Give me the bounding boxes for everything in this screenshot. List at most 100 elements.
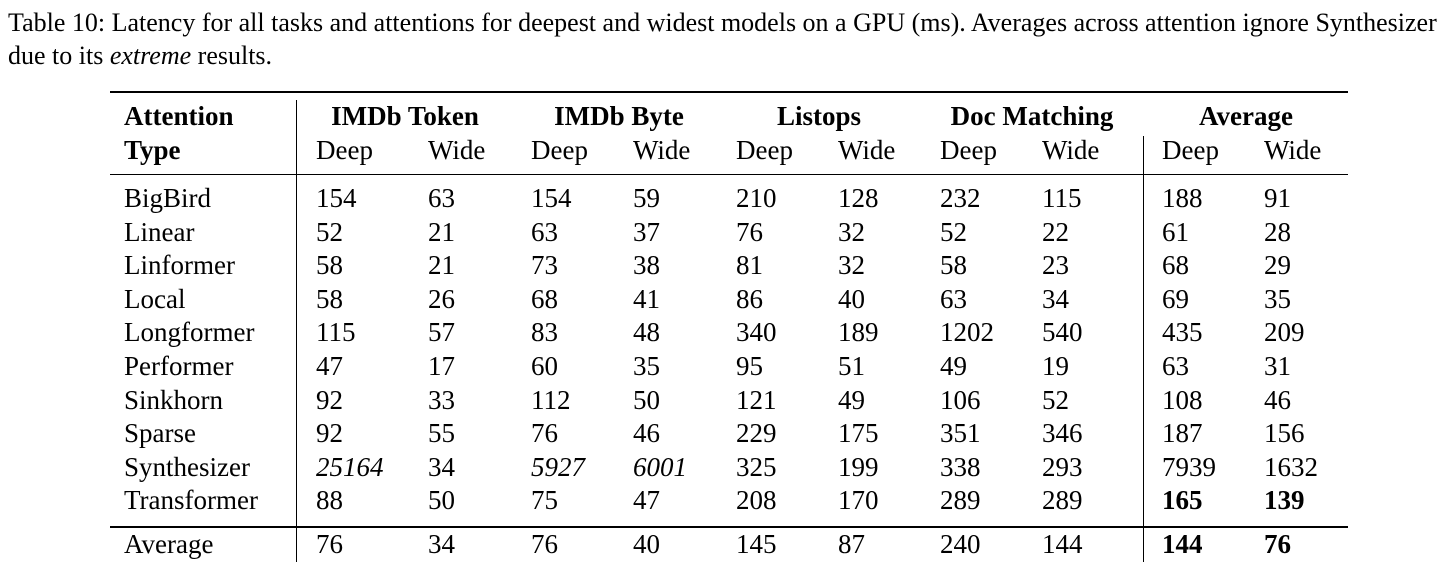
- table-cell: 63: [1162, 351, 1189, 381]
- table-cell: 40: [633, 529, 660, 559]
- table-cell: 115: [316, 317, 356, 347]
- row-label: Sparse: [124, 418, 196, 448]
- table-cell: 7939: [1162, 452, 1216, 482]
- table-cell: 92: [316, 385, 343, 415]
- table-cell: 340: [736, 317, 777, 347]
- table-cell: 86: [736, 284, 763, 314]
- table-cell: 63: [428, 183, 455, 213]
- table-cell: 29: [1264, 250, 1291, 280]
- table-cell: 435: [1162, 317, 1203, 347]
- table-cell: 1632: [1264, 452, 1318, 482]
- table-cell: 61: [1162, 217, 1189, 247]
- table-cell: 540: [1042, 317, 1083, 347]
- header-attention: Attention: [124, 101, 234, 131]
- table-cell: 208: [736, 485, 777, 515]
- table-cell: 49: [838, 385, 865, 415]
- table-cell: 69: [1162, 284, 1189, 314]
- table-cell: 49: [940, 351, 967, 381]
- header-type: Type: [124, 135, 181, 165]
- table-cell: 325: [736, 452, 777, 482]
- group-doc-matching: Doc Matching: [950, 101, 1114, 131]
- table-cell: 209: [1264, 317, 1305, 347]
- caption-emphasis: extreme: [109, 41, 192, 70]
- table-cell: 60: [531, 351, 558, 381]
- table-cell: 17: [428, 351, 455, 381]
- subheader-wide: Wide: [428, 135, 486, 165]
- table-cell: 50: [428, 485, 455, 515]
- table-cell: 170: [838, 485, 879, 515]
- table-cell: 81: [736, 250, 763, 280]
- table-cell: 26: [428, 284, 455, 314]
- table-cell: 57: [428, 317, 455, 347]
- table-cell: 92: [316, 418, 343, 448]
- table-cell: 189: [838, 317, 879, 347]
- table-cell: 32: [838, 250, 865, 280]
- table-cell: 34: [1042, 284, 1069, 314]
- table-cell: 46: [1264, 385, 1291, 415]
- group-average: Average: [1199, 101, 1293, 131]
- table-cell: 23: [1042, 250, 1069, 280]
- subheader-deep: Deep: [1162, 135, 1219, 165]
- table-cell: 35: [1264, 284, 1291, 314]
- table-cell: 22: [1042, 217, 1069, 247]
- table-cell: 76: [531, 418, 558, 448]
- table-cell: 19: [1042, 351, 1069, 381]
- row-label: Local: [124, 284, 186, 314]
- subheader-deep: Deep: [736, 135, 793, 165]
- left-divider: [296, 100, 297, 562]
- table-cell: 139: [1264, 485, 1305, 515]
- row-label: BigBird: [124, 183, 212, 213]
- table-cell: 41: [633, 284, 660, 314]
- table-cell: 115: [1042, 183, 1082, 213]
- table-cell: 35: [633, 351, 660, 381]
- table-cell: 289: [1042, 485, 1083, 515]
- table-cell: 68: [531, 284, 558, 314]
- right-divider: [1143, 136, 1144, 562]
- table-cell: 210: [736, 183, 777, 213]
- table-cell: 232: [940, 183, 981, 213]
- table-cell: 88: [316, 485, 343, 515]
- row-label: Linear: [124, 217, 195, 247]
- table-cell: 68: [1162, 250, 1189, 280]
- table-cell: 55: [428, 418, 455, 448]
- table-cell: 188: [1162, 183, 1203, 213]
- table-cell: 229: [736, 418, 777, 448]
- table-cell: 6001: [633, 452, 687, 482]
- subheader-wide: Wide: [1042, 135, 1100, 165]
- subheader-wide: Wide: [1264, 135, 1322, 165]
- row-label: Transformer: [124, 485, 258, 515]
- table-cell: 51: [838, 351, 865, 381]
- table-cell: 112: [531, 385, 571, 415]
- table-cell: 154: [316, 183, 357, 213]
- table-caption: Table 10: Latency for all tasks and atte…: [8, 6, 1448, 72]
- table-cell: 21: [428, 217, 455, 247]
- table-cell: 106: [940, 385, 981, 415]
- table-cell: 87: [838, 529, 865, 559]
- row-label: Sinkhorn: [124, 385, 224, 415]
- table-cell: 351: [940, 418, 981, 448]
- row-label: Linformer: [124, 250, 235, 280]
- table-cell: 28: [1264, 217, 1291, 247]
- table-cell: 25164: [316, 452, 384, 482]
- table-cell: 240: [940, 529, 981, 559]
- table-cell: 76: [316, 529, 343, 559]
- group-listops: Listops: [776, 101, 862, 131]
- table-cell: 38: [633, 250, 660, 280]
- row-label: Average: [124, 529, 214, 559]
- table-cell: 76: [531, 529, 558, 559]
- table-cell: 154: [531, 183, 572, 213]
- table-cell: 76: [736, 217, 763, 247]
- table-cell: 33: [428, 385, 455, 415]
- table-cell: 58: [940, 250, 967, 280]
- subheader-deep: Deep: [316, 135, 373, 165]
- table-cell: 95: [736, 351, 763, 381]
- table-cell: 145: [736, 529, 777, 559]
- table-cell: 63: [940, 284, 967, 314]
- table-cell: 289: [940, 485, 981, 515]
- table-cell: 52: [316, 217, 343, 247]
- table-cell: 37: [633, 217, 660, 247]
- table-cell: 1202: [940, 317, 994, 347]
- table-cell: 73: [531, 250, 558, 280]
- table-cell: 346: [1042, 418, 1083, 448]
- row-label: Synthesizer: [124, 452, 250, 482]
